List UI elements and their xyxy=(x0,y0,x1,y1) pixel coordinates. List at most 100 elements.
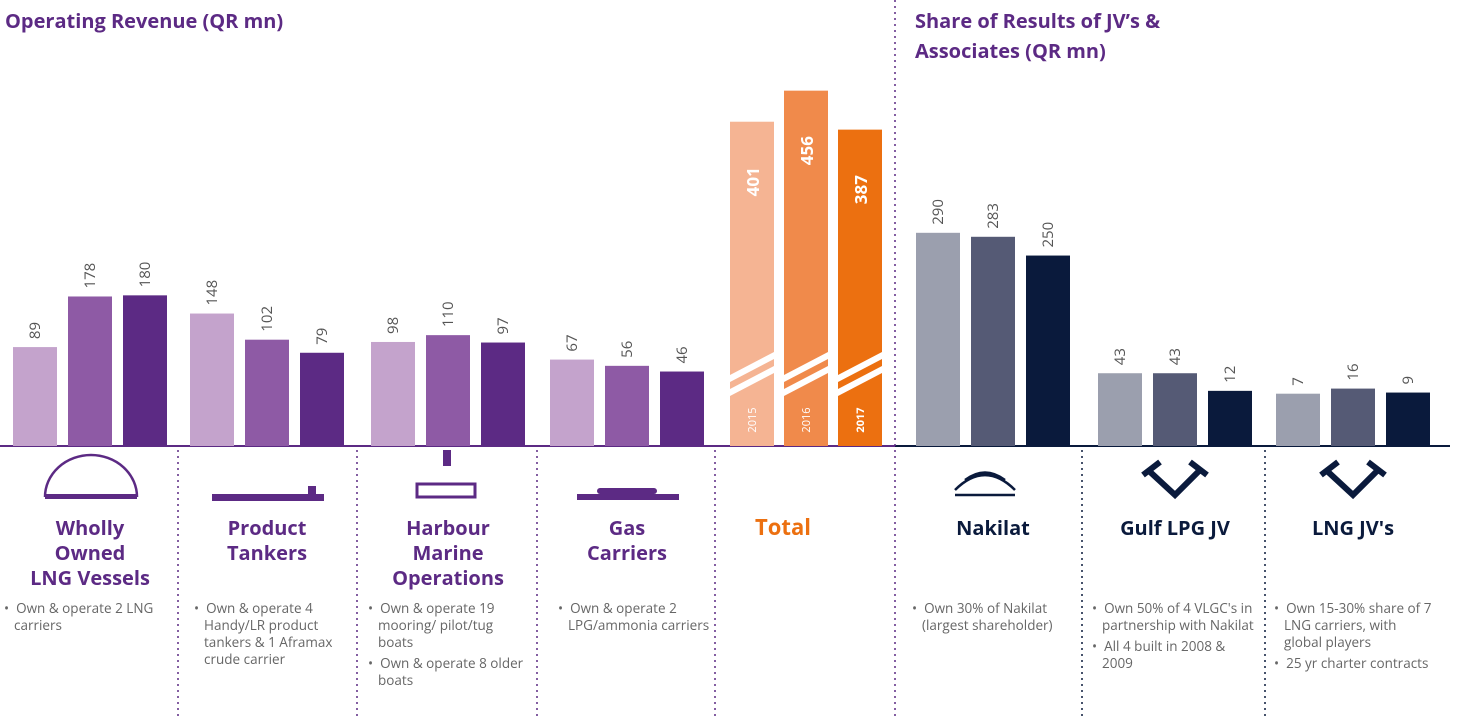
chart-title: Operating Revenue (QR mn) xyxy=(5,7,284,34)
bar xyxy=(123,295,167,446)
bar xyxy=(838,129,882,446)
bar xyxy=(481,342,525,446)
value-label: 43 xyxy=(1165,348,1185,365)
value-label: 250 xyxy=(1038,222,1058,248)
value-label: 98 xyxy=(383,317,403,334)
bar xyxy=(1386,392,1430,446)
value-label: 180 xyxy=(135,262,155,288)
bullet: Own & operate 2 LNG carriers xyxy=(2,600,167,634)
group-name-line: Owned xyxy=(54,539,126,566)
bullet: 25 yr charter contracts xyxy=(1272,655,1437,672)
bullet: Own & operate 2 LPG/ammonia carriers xyxy=(556,600,721,634)
bullet: Own & operate 8 older boats xyxy=(366,655,531,689)
value-label: 401 xyxy=(741,167,764,196)
group-name-line: Operations xyxy=(392,564,504,591)
bar xyxy=(426,335,470,446)
group-name: Gulf LPG JV xyxy=(1085,515,1265,540)
group-name-line: Nakilat xyxy=(956,514,1030,541)
bullet: Own 15-30% share of 7 LNG carriers, with… xyxy=(1272,600,1437,651)
value-label: 110 xyxy=(438,301,458,327)
bar xyxy=(550,359,594,446)
group-name: Gas Carriers xyxy=(537,515,717,565)
value-label: 12 xyxy=(1220,366,1240,383)
bullet: Own & operate 19 mooring/ pilot/tug boat… xyxy=(366,600,531,651)
group-name-line: Marine xyxy=(412,539,484,566)
value-label: 67 xyxy=(562,334,582,351)
bar xyxy=(190,313,234,446)
icon-handshake xyxy=(1319,459,1387,500)
year-label: 2017 xyxy=(853,407,868,432)
group-name: Wholly Owned LNG Vessels xyxy=(0,515,180,590)
axis-break xyxy=(838,352,882,382)
value-label: 89 xyxy=(25,322,45,339)
icon-boat xyxy=(415,482,477,499)
group-name: Harbour Marine Operations xyxy=(358,515,538,590)
icons xyxy=(43,450,679,501)
bar xyxy=(13,347,57,446)
group-name-line: Gulf LPG JV xyxy=(1120,514,1230,541)
value-label: 97 xyxy=(493,317,513,334)
value-label: 290 xyxy=(928,199,948,225)
icon-tanker-bridge xyxy=(308,486,316,494)
axis-break xyxy=(730,366,774,396)
value-label: 7 xyxy=(1288,377,1308,386)
value-label: 16 xyxy=(1343,363,1363,380)
value-label: 178 xyxy=(80,263,100,289)
group-name: Product Tankers xyxy=(177,515,357,565)
bullets: Own & operate 4 Handy/LR product tankers… xyxy=(192,600,357,672)
icon-gas-tanks xyxy=(597,488,657,494)
bullets: Own & operate 2 LPG/ammonia carriers xyxy=(556,600,721,638)
value-label: 102 xyxy=(257,306,277,332)
axis-break xyxy=(838,366,882,396)
group-name-line: Product xyxy=(227,514,307,541)
value-label: 456 xyxy=(795,136,818,165)
axis-break xyxy=(730,352,774,382)
bar xyxy=(1331,388,1375,446)
year-label: 2015 xyxy=(745,407,760,432)
bar xyxy=(971,236,1015,446)
icon-tanker xyxy=(212,494,324,501)
bar xyxy=(1276,393,1320,446)
bar xyxy=(245,339,289,446)
icon-hook xyxy=(443,450,451,466)
axis-break xyxy=(784,366,828,396)
icon-handshake xyxy=(1141,459,1209,500)
bullet: Own 50% of 4 VLGC's in partnership with … xyxy=(1090,600,1255,634)
group-name-line: Wholly xyxy=(55,514,125,541)
group-name-line: Tankers xyxy=(226,539,308,566)
group-name: Total xyxy=(755,512,811,542)
bar xyxy=(68,296,112,446)
value-label: 148 xyxy=(202,280,222,306)
bullets: Own 50% of 4 VLGC's in partnership with … xyxy=(1090,600,1255,676)
bar xyxy=(371,341,415,446)
group-name-line: Harbour xyxy=(406,514,490,541)
value-label: 46 xyxy=(672,346,692,363)
value-label: 9 xyxy=(1398,376,1418,385)
bullets: Own 30% of Nakilat (largest shareholder) xyxy=(910,600,1075,638)
group-name-line: Carriers xyxy=(587,539,667,566)
icon-ship xyxy=(45,494,137,499)
bar xyxy=(1208,390,1252,446)
group-name-line: LNG Vessels xyxy=(30,564,150,591)
icons-jv xyxy=(954,459,1387,500)
icon-dome xyxy=(43,453,139,498)
bullets: Own 15-30% share of 7 LNG carriers, with… xyxy=(1272,600,1437,676)
bar xyxy=(605,365,649,446)
bullets: Own & operate 19 mooring/ pilot/tug boat… xyxy=(366,600,531,693)
bar xyxy=(660,371,704,446)
bar xyxy=(300,352,344,446)
value-label: 283 xyxy=(983,203,1003,229)
axis-break xyxy=(784,352,828,382)
value-label: 79 xyxy=(312,328,332,345)
value-label: 387 xyxy=(849,175,872,204)
bar xyxy=(1153,373,1197,446)
value-label: 43 xyxy=(1110,348,1130,365)
bullet: Own & operate 4 Handy/LR product tankers… xyxy=(192,600,357,668)
bullet: Own 30% of Nakilat (largest shareholder) xyxy=(910,600,1075,634)
year-label: 2016 xyxy=(799,407,814,432)
group-name: LNG JV's xyxy=(1263,515,1443,540)
bar xyxy=(1098,373,1142,446)
group-name-line: Gas xyxy=(608,514,646,541)
icon-gas-ship xyxy=(577,494,679,500)
